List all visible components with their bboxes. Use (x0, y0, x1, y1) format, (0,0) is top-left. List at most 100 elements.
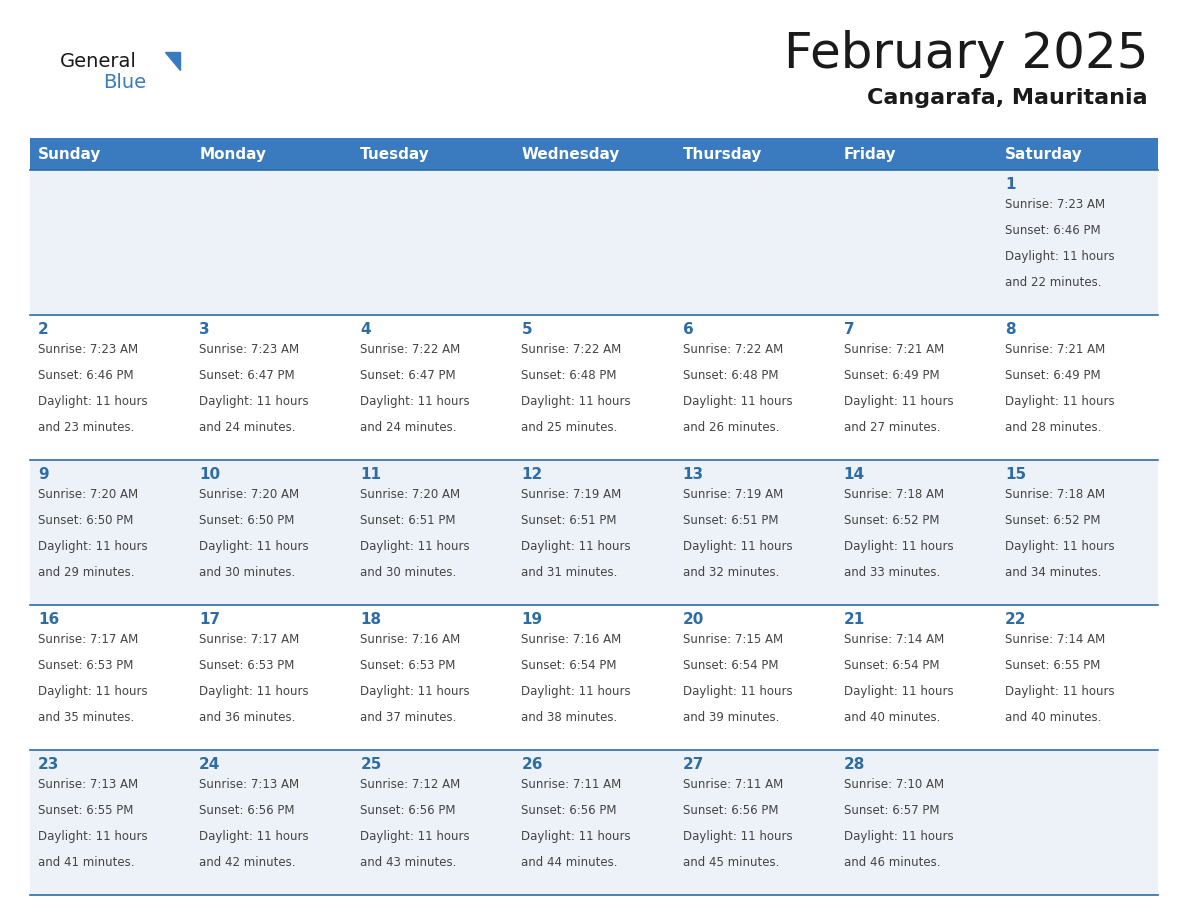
Text: Sunset: 6:49 PM: Sunset: 6:49 PM (843, 369, 940, 382)
Text: Sunrise: 7:11 AM: Sunrise: 7:11 AM (683, 778, 783, 791)
Bar (675, 750, 835, 895)
Text: Daylight: 11 hours: Daylight: 11 hours (200, 395, 309, 408)
Text: 28: 28 (843, 757, 865, 772)
Text: Sunrise: 7:23 AM: Sunrise: 7:23 AM (200, 343, 299, 356)
Text: and 32 minutes.: and 32 minutes. (683, 566, 779, 579)
Text: and 27 minutes.: and 27 minutes. (843, 421, 940, 434)
Bar (30, 605, 191, 750)
Text: Sunrise: 7:10 AM: Sunrise: 7:10 AM (843, 778, 943, 791)
Text: General: General (61, 52, 137, 71)
Text: Daylight: 11 hours: Daylight: 11 hours (683, 395, 792, 408)
Text: Sunrise: 7:16 AM: Sunrise: 7:16 AM (360, 633, 461, 646)
Text: and 24 minutes.: and 24 minutes. (200, 421, 296, 434)
Text: Blue: Blue (103, 73, 146, 92)
Text: Sunrise: 7:23 AM: Sunrise: 7:23 AM (38, 343, 138, 356)
Text: Daylight: 11 hours: Daylight: 11 hours (522, 830, 631, 843)
Text: and 46 minutes.: and 46 minutes. (843, 856, 940, 869)
Text: and 24 minutes.: and 24 minutes. (360, 421, 456, 434)
Bar (675, 315, 835, 460)
Text: Sunset: 6:53 PM: Sunset: 6:53 PM (360, 659, 456, 672)
Text: Sunrise: 7:18 AM: Sunrise: 7:18 AM (843, 488, 943, 501)
Text: Sunrise: 7:12 AM: Sunrise: 7:12 AM (360, 778, 461, 791)
Text: Sunrise: 7:23 AM: Sunrise: 7:23 AM (1005, 198, 1105, 211)
Bar (513, 170, 675, 315)
Bar (835, 138, 997, 170)
Text: Daylight: 11 hours: Daylight: 11 hours (843, 830, 953, 843)
Bar (513, 315, 675, 460)
Text: and 43 minutes.: and 43 minutes. (360, 856, 456, 869)
Bar (30, 750, 191, 895)
Text: Daylight: 11 hours: Daylight: 11 hours (1005, 250, 1114, 263)
Text: 25: 25 (360, 757, 381, 772)
Text: Sunset: 6:56 PM: Sunset: 6:56 PM (522, 804, 617, 817)
Text: Sunset: 6:48 PM: Sunset: 6:48 PM (683, 369, 778, 382)
Text: and 38 minutes.: and 38 minutes. (522, 711, 618, 724)
Text: and 29 minutes.: and 29 minutes. (38, 566, 134, 579)
Text: and 28 minutes.: and 28 minutes. (1005, 421, 1101, 434)
Text: Sunrise: 7:17 AM: Sunrise: 7:17 AM (200, 633, 299, 646)
Bar (191, 605, 353, 750)
Bar (30, 170, 191, 315)
Text: and 31 minutes.: and 31 minutes. (522, 566, 618, 579)
Text: Sunrise: 7:19 AM: Sunrise: 7:19 AM (522, 488, 621, 501)
Bar (997, 750, 1158, 895)
Text: Saturday: Saturday (1005, 147, 1082, 162)
Bar (835, 750, 997, 895)
Text: Sunrise: 7:21 AM: Sunrise: 7:21 AM (1005, 343, 1105, 356)
Text: Daylight: 11 hours: Daylight: 11 hours (200, 830, 309, 843)
Text: and 39 minutes.: and 39 minutes. (683, 711, 779, 724)
Text: Sunrise: 7:22 AM: Sunrise: 7:22 AM (522, 343, 621, 356)
Bar (835, 605, 997, 750)
Text: 4: 4 (360, 322, 371, 337)
Text: Sunset: 6:51 PM: Sunset: 6:51 PM (683, 514, 778, 527)
Text: and 40 minutes.: and 40 minutes. (843, 711, 940, 724)
Text: Sunset: 6:50 PM: Sunset: 6:50 PM (200, 514, 295, 527)
Text: and 33 minutes.: and 33 minutes. (843, 566, 940, 579)
Text: Sunset: 6:46 PM: Sunset: 6:46 PM (1005, 224, 1100, 237)
Text: and 30 minutes.: and 30 minutes. (360, 566, 456, 579)
Text: February 2025: February 2025 (784, 30, 1148, 78)
Text: and 22 minutes.: and 22 minutes. (1005, 276, 1101, 289)
Text: Friday: Friday (843, 147, 896, 162)
Text: Sunset: 6:56 PM: Sunset: 6:56 PM (200, 804, 295, 817)
Text: 16: 16 (38, 612, 59, 627)
Text: Daylight: 11 hours: Daylight: 11 hours (38, 540, 147, 553)
Text: Cangarafa, Mauritania: Cangarafa, Mauritania (867, 88, 1148, 108)
Text: Sunset: 6:47 PM: Sunset: 6:47 PM (360, 369, 456, 382)
Text: Sunset: 6:54 PM: Sunset: 6:54 PM (843, 659, 940, 672)
Text: Sunrise: 7:13 AM: Sunrise: 7:13 AM (200, 778, 299, 791)
Text: Sunday: Sunday (38, 147, 101, 162)
Bar (513, 605, 675, 750)
Text: Daylight: 11 hours: Daylight: 11 hours (1005, 395, 1114, 408)
Text: Daylight: 11 hours: Daylight: 11 hours (200, 540, 309, 553)
Text: Sunrise: 7:22 AM: Sunrise: 7:22 AM (360, 343, 461, 356)
Text: Daylight: 11 hours: Daylight: 11 hours (683, 540, 792, 553)
Bar (353, 138, 513, 170)
Text: and 34 minutes.: and 34 minutes. (1005, 566, 1101, 579)
Text: Daylight: 11 hours: Daylight: 11 hours (38, 830, 147, 843)
Text: Sunrise: 7:22 AM: Sunrise: 7:22 AM (683, 343, 783, 356)
Text: Sunrise: 7:13 AM: Sunrise: 7:13 AM (38, 778, 138, 791)
Text: Sunrise: 7:14 AM: Sunrise: 7:14 AM (843, 633, 944, 646)
Bar (30, 315, 191, 460)
Text: Sunrise: 7:21 AM: Sunrise: 7:21 AM (843, 343, 944, 356)
Bar (353, 315, 513, 460)
Bar (675, 460, 835, 605)
Text: Sunrise: 7:20 AM: Sunrise: 7:20 AM (360, 488, 461, 501)
Text: 21: 21 (843, 612, 865, 627)
Text: Daylight: 11 hours: Daylight: 11 hours (38, 685, 147, 698)
Text: 2: 2 (38, 322, 49, 337)
Text: Sunset: 6:50 PM: Sunset: 6:50 PM (38, 514, 133, 527)
Text: Daylight: 11 hours: Daylight: 11 hours (843, 540, 953, 553)
Text: 18: 18 (360, 612, 381, 627)
Text: Daylight: 11 hours: Daylight: 11 hours (360, 540, 470, 553)
Text: Sunset: 6:52 PM: Sunset: 6:52 PM (1005, 514, 1100, 527)
Bar (513, 750, 675, 895)
Text: Sunset: 6:53 PM: Sunset: 6:53 PM (38, 659, 133, 672)
Text: 9: 9 (38, 467, 49, 482)
Text: Daylight: 11 hours: Daylight: 11 hours (522, 685, 631, 698)
Text: and 30 minutes.: and 30 minutes. (200, 566, 296, 579)
Text: and 37 minutes.: and 37 minutes. (360, 711, 456, 724)
Text: Sunset: 6:56 PM: Sunset: 6:56 PM (683, 804, 778, 817)
Text: Sunset: 6:54 PM: Sunset: 6:54 PM (683, 659, 778, 672)
